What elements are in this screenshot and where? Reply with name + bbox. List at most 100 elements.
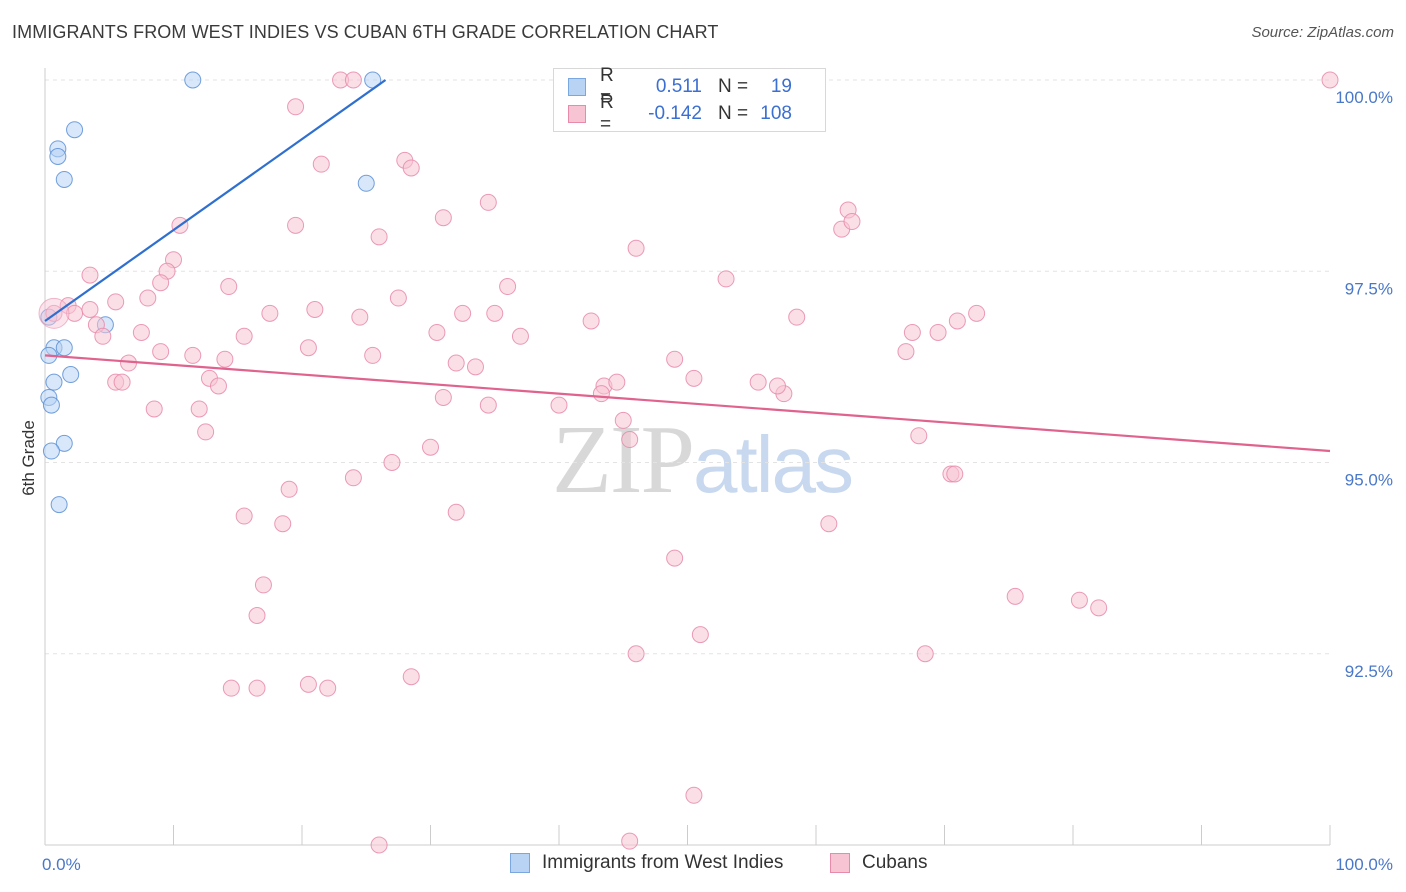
cubans-point [1090, 599, 1108, 617]
cubans-point [621, 832, 639, 850]
cubans-point [454, 304, 472, 322]
series-swatch-cubans [830, 853, 850, 873]
cubans-point [370, 228, 388, 246]
legend-r-label: R = [600, 65, 614, 108]
cubans-point [274, 515, 292, 533]
cubans-point [248, 679, 266, 697]
cubans-point [946, 465, 964, 483]
trend-lines [44, 79, 1331, 453]
cubans-point [627, 645, 645, 663]
cubans-point [608, 373, 626, 391]
cubans-point [370, 836, 388, 854]
west-indies-point [45, 373, 63, 391]
cubans-point [261, 304, 279, 322]
cubans-point [1006, 587, 1024, 605]
cubans-point [139, 289, 157, 307]
cubans-point [592, 385, 610, 403]
cubans-point [220, 278, 238, 296]
cubans-point [299, 339, 317, 357]
legend-row-cubans: R = -0.142 N = 108 [568, 92, 792, 135]
cubans-point [499, 278, 517, 296]
cubans-point [287, 98, 305, 116]
series-legend-cubans[interactable]: Cubans [830, 852, 928, 874]
cubans-point [152, 274, 170, 292]
cubans-point [582, 312, 600, 330]
cubans-point [666, 350, 684, 368]
cubans-point [422, 438, 439, 456]
cubans-point [254, 576, 272, 594]
west-indies-point [49, 148, 67, 165]
cubans-point [916, 645, 934, 663]
y-axis-title: 6th Grade [19, 420, 38, 496]
series-label-cubans: Cubans [862, 852, 928, 873]
cubans-point [190, 400, 208, 418]
legend-n-value: 19 [770, 76, 792, 97]
series-legend-west-indies[interactable]: Immigrants from West Indies [510, 852, 783, 874]
cubans-point [107, 293, 125, 311]
cubans-point [627, 239, 645, 257]
west-indies-point [62, 366, 80, 384]
cubans-point [184, 346, 202, 364]
watermark-atlas: atlas [693, 420, 854, 509]
cubans-point [81, 301, 99, 318]
cubans-point [434, 209, 452, 227]
cubans-point [81, 266, 99, 284]
cubans-point [479, 396, 497, 414]
y-tick-label: 97.5% [1345, 279, 1393, 298]
cubans-point [447, 503, 465, 521]
cubans-point [299, 675, 317, 693]
cubans-point [614, 411, 632, 429]
legend-n-label: N = [718, 103, 749, 124]
cubans-point [820, 515, 838, 533]
cubans-point [511, 327, 529, 345]
west-indies-point [42, 442, 60, 460]
cubans-point [948, 312, 966, 330]
cubans-point [113, 373, 131, 391]
cubans-point [685, 786, 703, 804]
west-indies-point [55, 434, 73, 452]
tick-labels: 92.5% 95.0% 97.5% 100.0% 0.0% 100.0% 6th Grade [19, 88, 1393, 874]
cubans-point [235, 327, 253, 345]
cubans-point [197, 423, 215, 441]
cubans-point [312, 155, 330, 173]
cubans-point [235, 507, 253, 525]
cubans-point [222, 679, 240, 697]
cubans-point [685, 369, 703, 387]
series-label-west-indies: Immigrants from West Indies [542, 852, 784, 873]
cubans-point [428, 323, 446, 341]
cubans-point [319, 679, 337, 697]
cubans-point [788, 308, 806, 326]
cubans-point [145, 400, 163, 418]
y-tick-label: 100.0% [1335, 88, 1393, 107]
y-tick-label: 92.5% [1345, 662, 1393, 681]
west-indies-point [184, 71, 202, 89]
legend-r-label: R = [600, 92, 614, 135]
cubans-point [248, 607, 266, 624]
west-indies-point [55, 339, 73, 357]
chart-title: IMMIGRANTS FROM WEST INDIES VS CUBAN 6TH… [12, 22, 719, 42]
cubans-point [344, 469, 362, 487]
cubans-point [968, 304, 986, 322]
cubans-point [351, 308, 369, 326]
series-swatch-west-indies [510, 853, 530, 873]
west-indies-trend-line [44, 79, 387, 322]
cubans-point [434, 388, 452, 406]
legend-n-value: 108 [760, 103, 792, 124]
data-points [38, 71, 1339, 854]
cubans-point [1070, 591, 1088, 609]
legend-n-label: N = [718, 76, 749, 97]
cubans-point [903, 323, 921, 341]
cubans-point [717, 270, 735, 288]
cubans-point [666, 549, 684, 567]
cubans-point [364, 346, 382, 364]
cubans-point [402, 159, 420, 177]
legend-r-value: 0.511 [655, 76, 702, 97]
cubans-point [479, 193, 497, 211]
cubans-point [466, 358, 484, 376]
west-indies-point [357, 174, 375, 192]
cubans-point [132, 323, 150, 341]
cubans-point [344, 71, 362, 89]
x-tick-label: 0.0% [42, 855, 81, 874]
cubans-point [152, 343, 170, 361]
